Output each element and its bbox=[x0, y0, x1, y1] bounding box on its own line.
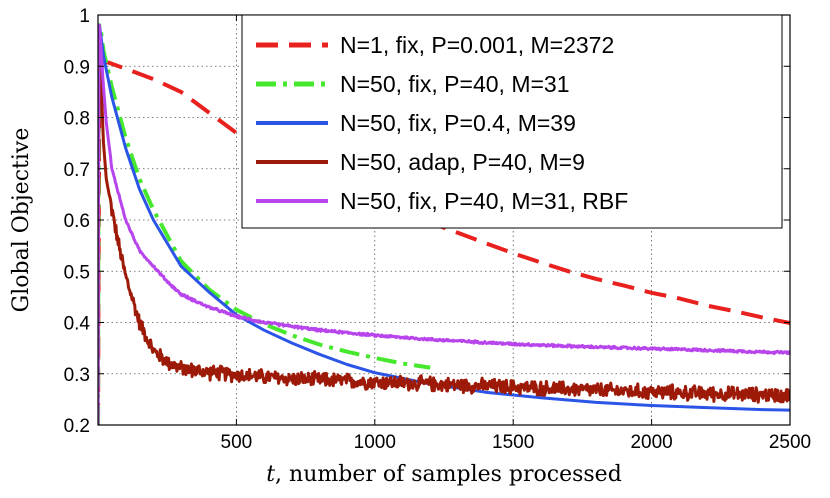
x-axis-label: , number of samples processed bbox=[275, 462, 622, 487]
y-tick-label: 0.2 bbox=[64, 416, 90, 437]
x-tick-label: 2500 bbox=[769, 432, 811, 453]
x-tick-label: 2000 bbox=[630, 432, 672, 453]
y-axis-title: Global Objective bbox=[9, 128, 34, 313]
x-axis-variable: t bbox=[266, 462, 275, 487]
legend-box bbox=[241, 14, 783, 229]
x-tick-label: 1500 bbox=[492, 432, 534, 453]
x-tick-label: 500 bbox=[221, 432, 253, 453]
legend-label: N=1, fix, P=0.001, M=2372 bbox=[340, 32, 614, 58]
legend-label: N=50, fix, P=40, M=31 bbox=[340, 71, 570, 97]
x-axis-title: t, number of samples processed bbox=[266, 462, 622, 487]
series-line-5 bbox=[98, 23, 790, 425]
legend: N=1, fix, P=0.001, M=2372 N=50, fix, P=40… bbox=[241, 14, 783, 229]
y-tick-label: 0.9 bbox=[64, 57, 90, 78]
y-tick-label: 0.4 bbox=[64, 314, 91, 335]
y-tick-label: 1 bbox=[79, 6, 90, 27]
legend-label: N=50, adap, P=40, M=9 bbox=[340, 149, 585, 175]
legend-label: N=50, fix, P=0.4, M=39 bbox=[340, 110, 576, 136]
y-tick-label: 0.5 bbox=[64, 262, 90, 283]
y-tick-label: 0.8 bbox=[64, 109, 90, 130]
series-line-4 bbox=[98, 34, 790, 425]
y-tick-label: 0.6 bbox=[64, 211, 90, 232]
y-tick-label: 0.3 bbox=[64, 365, 90, 386]
legend-label: N=50, fix, P=40, M=31, RBF bbox=[340, 188, 628, 214]
series-line-3 bbox=[98, 23, 790, 425]
x-tick-label: 1000 bbox=[354, 432, 396, 453]
ticks: 500 1000 1500 2000 2500 0.2 0.3 0.4 0.5 0.6 0.7 0.8… bbox=[64, 6, 812, 453]
series-group bbox=[98, 23, 790, 425]
y-tick-label: 0.7 bbox=[64, 160, 90, 181]
